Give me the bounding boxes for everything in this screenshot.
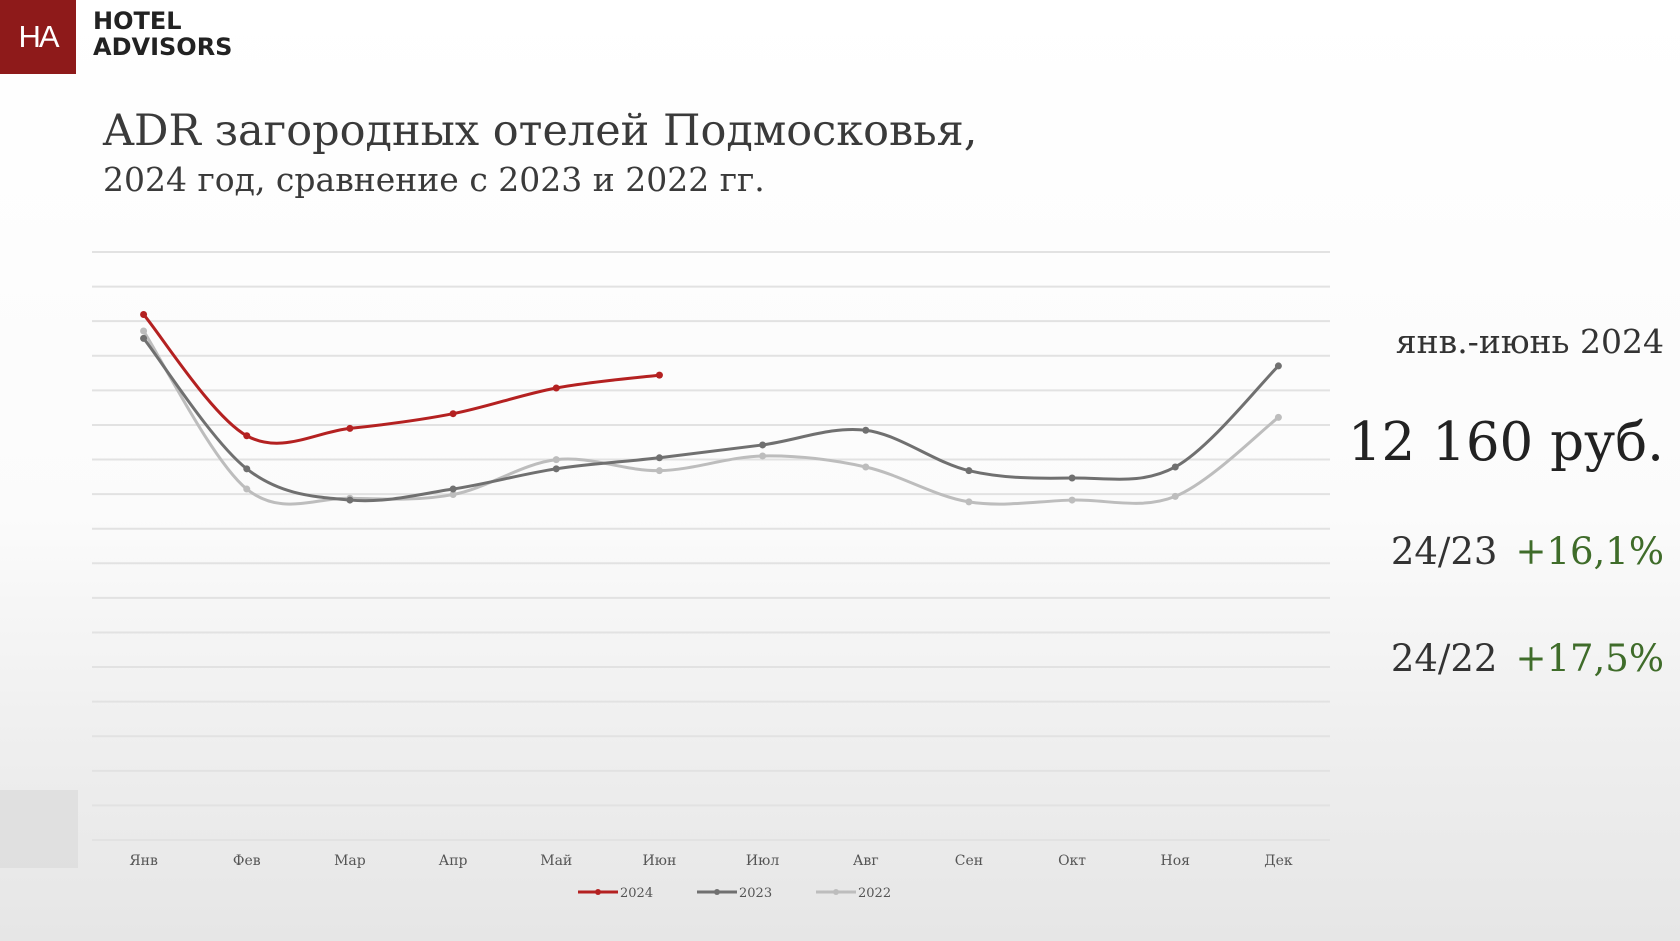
series-line-2022 (142, 330, 1280, 506)
kpi-comparison-24-22: 24/22 +17,5% (1391, 637, 1664, 680)
data-point-2023 (140, 334, 148, 342)
x-tick-label: Мар (334, 853, 366, 869)
data-point-2022 (243, 485, 251, 493)
chart-subtitle: 2024 год, сравнение с 2023 и 2022 гг. (103, 160, 765, 199)
data-point-2023 (243, 465, 251, 473)
series-line-2023 (142, 337, 1280, 503)
data-point-2022 (1068, 496, 1076, 504)
data-point-2022 (449, 491, 457, 499)
kpi-value: 12 160 руб. (1347, 412, 1664, 473)
data-point-2024 (243, 432, 251, 440)
chart-grid (92, 251, 1330, 841)
series-2022 (140, 327, 1282, 506)
kpi-comparison-change: +16,1% (1515, 530, 1664, 573)
x-tick-label: Дек (1264, 853, 1293, 869)
data-point-2022 (1274, 413, 1282, 421)
legend-marker (714, 889, 720, 895)
legend-label: 2022 (858, 886, 891, 901)
chart-legend: 2024 2023 2022 (578, 886, 891, 901)
data-point-2024 (140, 310, 148, 318)
legend-marker (833, 889, 839, 895)
series-2024 (140, 310, 663, 445)
x-tick-label: Июл (746, 853, 779, 869)
kpi-comparison-label: 24/23 (1390, 530, 1498, 573)
data-point-2022 (862, 463, 870, 471)
x-tick-label: Сен (955, 853, 983, 869)
kpi-comparison-24-23: 24/23 +16,1% (1391, 530, 1664, 573)
logo-line-2: ADVISORS (93, 33, 233, 61)
chart-series (140, 310, 1282, 506)
x-axis-labels: Янв Фев Мар Апр Май Июн Июл Авг Сен Окт Ноя Дек (129, 853, 1293, 869)
kpi-period: янв.-июнь 2024 (1395, 322, 1664, 361)
data-point-2024 (655, 371, 663, 379)
data-point-2023 (759, 441, 767, 449)
data-point-2023 (1171, 463, 1179, 471)
decorative-band (0, 790, 78, 868)
x-tick-label: Авг (853, 853, 879, 869)
x-tick-label: Апр (439, 853, 468, 869)
data-point-2024 (552, 384, 560, 392)
data-point-2023 (655, 454, 663, 462)
chart-title: ADR загородных отелей Подмосковья, (103, 106, 978, 156)
data-point-2023 (1274, 362, 1282, 370)
logo-mark: HA (0, 0, 76, 74)
data-point-2022 (1171, 492, 1179, 500)
data-point-2023 (862, 426, 870, 434)
data-point-2022 (655, 467, 663, 475)
data-point-2024 (449, 410, 457, 418)
series-line-2024 (142, 313, 660, 445)
data-point-2023 (965, 467, 973, 475)
legend-label: 2023 (739, 886, 772, 901)
series-2023 (140, 334, 1282, 504)
data-point-2022 (552, 456, 560, 464)
data-point-2024 (346, 424, 354, 432)
data-point-2023 (1068, 474, 1076, 482)
data-point-2022 (759, 452, 767, 460)
x-tick-label: Фев (233, 853, 261, 869)
x-tick-label: Янв (129, 853, 158, 869)
x-tick-label: Ноя (1161, 853, 1191, 869)
data-point-2022 (140, 327, 148, 335)
logo-line-1: HOTEL (93, 7, 182, 35)
legend-label: 2024 (620, 886, 653, 901)
kpi-comparison-change: +17,5% (1515, 637, 1664, 680)
data-point-2023 (346, 496, 354, 504)
data-point-2023 (449, 485, 457, 493)
data-point-2023 (552, 465, 560, 473)
x-tick-label: Июн (643, 853, 677, 869)
kpi-comparison-label: 24/22 (1390, 637, 1498, 680)
data-point-2022 (965, 498, 973, 506)
x-tick-label: Окт (1058, 853, 1086, 869)
logo-wordmark: HOTEL ADVISORS (93, 8, 232, 60)
x-tick-label: Май (540, 853, 572, 869)
legend-marker (595, 889, 601, 895)
